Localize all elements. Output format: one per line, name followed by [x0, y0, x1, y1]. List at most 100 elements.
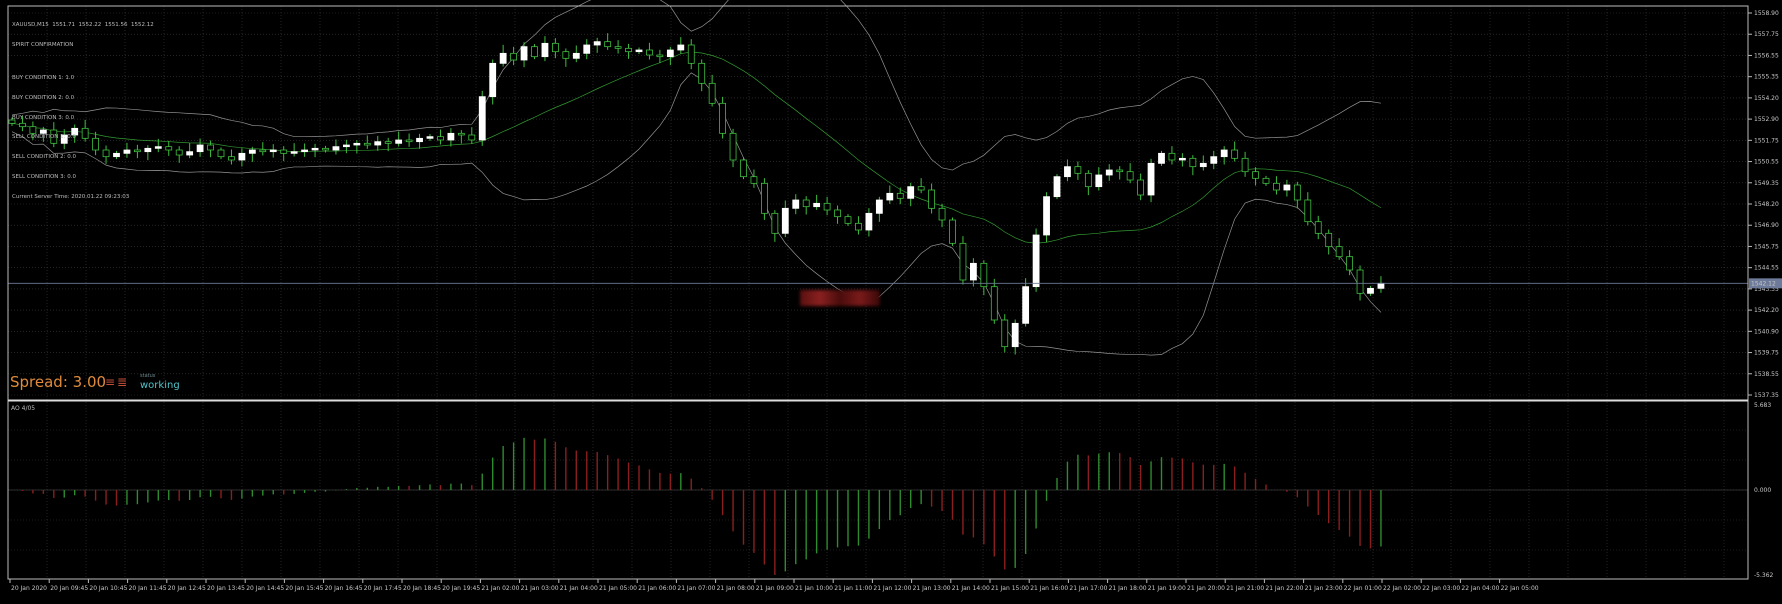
candle: [510, 46, 518, 66]
bull-candle-body: [970, 262, 977, 281]
candle: [604, 33, 612, 50]
redacted-area: [800, 290, 880, 306]
bull-candle-body: [154, 146, 162, 149]
bull-candle-body: [1199, 162, 1207, 168]
candle: [384, 137, 392, 152]
candle: [1377, 276, 1385, 293]
time-label: 20 Jan 19:45: [442, 585, 480, 592]
bear-candle-body: [1241, 157, 1249, 173]
bear-candle-body: [959, 242, 967, 281]
bear-candle-body: [1189, 157, 1197, 168]
candle: [813, 194, 821, 210]
candle: [928, 183, 935, 214]
candle: [1105, 164, 1113, 181]
time-label: 21 Jan 21:00: [1226, 585, 1264, 592]
status-working: working: [140, 380, 180, 391]
candle: [165, 140, 173, 156]
bear-candle-body: [207, 144, 214, 151]
candle: [677, 37, 685, 54]
candle: [238, 148, 246, 167]
time-label: 21 Jan 20:00: [1187, 585, 1225, 592]
price-label: 1551.75: [1754, 137, 1779, 144]
candle: [322, 145, 329, 153]
bear-candle-body: [175, 149, 183, 156]
candle: [175, 146, 183, 163]
time-label: 21 Jan 15:00: [991, 585, 1029, 592]
candle: [719, 96, 726, 139]
bull-candle-body: [666, 49, 674, 58]
candle: [1074, 161, 1082, 180]
time-label: 21 Jan 14:00: [952, 585, 990, 592]
bear-candle-body: [228, 156, 235, 161]
candle: [1335, 238, 1343, 260]
price-label: 1537.35: [1754, 392, 1779, 399]
indicator-label: AO 4/05: [11, 405, 36, 412]
candle: [980, 260, 988, 296]
bull-candle-body: [875, 199, 883, 214]
candle: [405, 133, 413, 147]
bear-candle-body: [740, 159, 747, 178]
price-label: 1555.35: [1754, 74, 1779, 81]
bull-candle-body: [865, 212, 873, 231]
bear-candle-body: [1304, 199, 1312, 223]
candle: [1053, 174, 1061, 200]
time-label: 22 Jan 05:00: [1501, 585, 1539, 592]
candle: [1325, 229, 1333, 255]
bollinger-upper: [11, 0, 1382, 171]
bear-candle-body: [280, 149, 288, 154]
candle: [875, 196, 883, 222]
candle: [154, 138, 162, 153]
bull-candle-body: [39, 129, 47, 134]
candle: [1367, 285, 1374, 296]
candle: [907, 182, 915, 207]
candle: [625, 43, 632, 59]
time-label: 21 Jan 03:00: [521, 585, 559, 592]
candle: [196, 138, 204, 157]
bull-candle-body: [677, 44, 685, 51]
candle: [50, 122, 58, 148]
indicator-axis: 5.683 0.000 -5.362: [1754, 402, 1774, 579]
bull-candle-body: [813, 202, 821, 208]
candle: [332, 139, 340, 155]
time-label: 21 Jan 18:00: [1109, 585, 1147, 592]
candle: [1273, 176, 1280, 195]
bear-candle-body: [1252, 171, 1259, 179]
bear-candle-body: [1168, 152, 1176, 161]
bull-candle-body: [1367, 287, 1374, 294]
price-label: 1539.75: [1754, 350, 1779, 357]
candle: [593, 37, 601, 53]
bull-candle-body: [1210, 156, 1218, 164]
bear-candle-body: [1356, 269, 1364, 294]
bull-candle-body: [1377, 282, 1385, 289]
info-line: BUY CONDITION 1: 1.0: [12, 74, 75, 81]
bear-candle-body: [384, 141, 392, 144]
candle: [1220, 146, 1228, 165]
candle: [865, 208, 873, 237]
time-label: 20 Jan 14:45: [246, 585, 284, 592]
bull-candle-body: [342, 144, 350, 148]
candle: [666, 46, 674, 66]
bear-candle-body: [802, 199, 810, 208]
bull-candle-body: [1179, 157, 1186, 161]
time-label: 21 Jan 04:00: [560, 585, 598, 592]
info-line: SELL CONDITION 1: 0.0: [12, 134, 77, 141]
info-line: Current Server Time: 2020.01.22 09:23:03: [12, 193, 130, 200]
bear-candle-body: [102, 149, 110, 158]
indicator-axis-label: 0.000: [1754, 487, 1771, 494]
candle: [71, 124, 79, 143]
candle: [113, 150, 120, 160]
bear-candle-body: [834, 209, 841, 218]
current-price-marker: [1749, 278, 1782, 289]
bull-candle-body: [792, 199, 800, 209]
candle: [1346, 250, 1353, 276]
candle: [39, 126, 47, 142]
candle: [520, 42, 528, 68]
candle: [269, 144, 277, 158]
bull-candle-body: [635, 49, 643, 53]
candle: [1043, 192, 1050, 243]
candle: [1283, 179, 1291, 197]
bear-candle-body: [698, 62, 706, 84]
price-label: 1545.75: [1754, 243, 1779, 250]
candle: [1116, 166, 1124, 180]
